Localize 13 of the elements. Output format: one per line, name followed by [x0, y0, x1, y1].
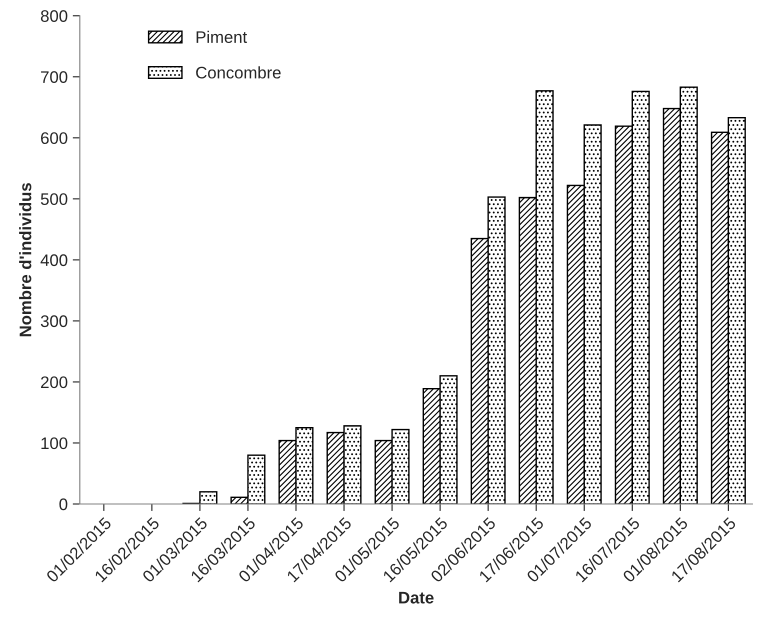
- y-tick-label: 500: [40, 193, 68, 206]
- y-tick-label: 800: [40, 10, 68, 22]
- y-tick-label: 400: [40, 254, 68, 266]
- y-tick-label: 700: [41, 71, 68, 83]
- y-tick-label: 100: [41, 437, 68, 450]
- legend-label: Piment: [196, 30, 248, 43]
- y-axis-title: Nombre d'individus: [19, 183, 32, 336]
- x-axis-title: Date: [399, 592, 434, 604]
- y-tick-label: 600: [41, 132, 68, 144]
- legend-label: Concombre: [196, 66, 281, 79]
- y-tick-label: 300: [40, 315, 68, 328]
- y-tick-label: 0: [59, 498, 68, 510]
- y-tick-label: 200: [41, 376, 68, 388]
